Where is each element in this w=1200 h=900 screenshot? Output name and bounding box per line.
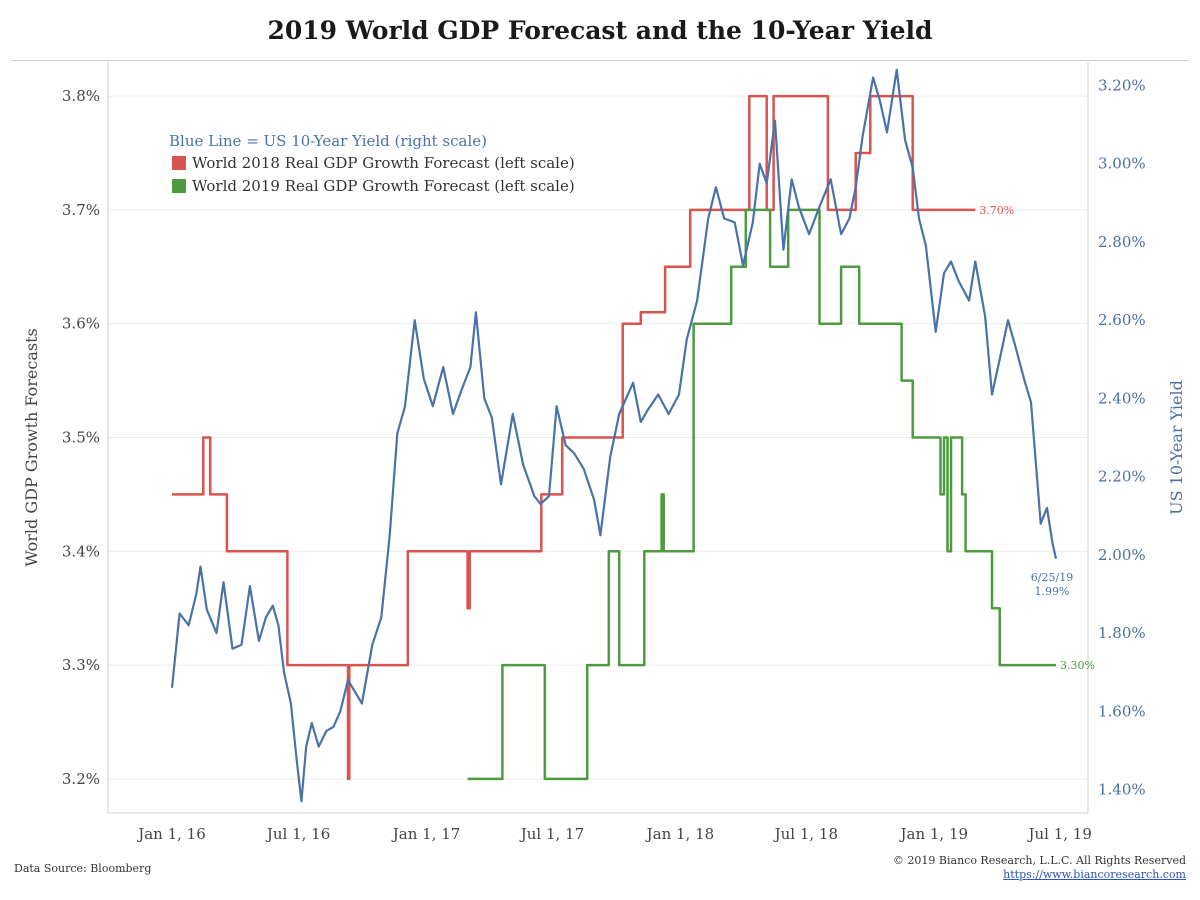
legend-entry: World 2019 Real GDP Growth Forecast (lef… — [192, 177, 575, 195]
end-label-value-yield10: 1.99% — [1035, 585, 1070, 598]
copyright-note: © 2019 Bianco Research, L.L.C. All Right… — [892, 854, 1186, 867]
series-lines — [170, 68, 1058, 803]
legend-note: Blue Line = US 10-Year Yield (right scal… — [169, 132, 487, 150]
x-tick-label: Jan 1, 19 — [899, 825, 969, 843]
end-label-gdp2018: 3.70% — [979, 204, 1014, 217]
title-divider — [12, 60, 1188, 61]
y-right-tick-label: 3.00% — [1098, 155, 1146, 173]
x-tick-label: Jul 1, 18 — [773, 825, 838, 843]
legend: Blue Line = US 10-Year Yield (right scal… — [169, 132, 575, 195]
y-left-tick-label: 3.4% — [62, 542, 100, 560]
y-left-tick-label: 3.8% — [62, 87, 100, 105]
series-line-gdp2018 — [172, 94, 976, 781]
y-right-tick-label: 1.80% — [1098, 624, 1146, 642]
end-label-gdp2019: 3.30% — [1060, 659, 1095, 672]
y-right-tick-label: 2.40% — [1098, 389, 1146, 407]
series-line-yield10 — [170, 68, 1058, 803]
y-right-tick-label: 1.40% — [1098, 781, 1146, 799]
x-tick-label: Jul 1, 16 — [265, 825, 330, 843]
x-tick-label: Jul 1, 19 — [1026, 825, 1091, 843]
y-right-tick-label: 1.60% — [1098, 702, 1146, 720]
x-tick-label: Jul 1, 17 — [519, 825, 584, 843]
legend-swatch — [172, 179, 186, 193]
data-source-note: Data Source: Bloomberg — [14, 862, 152, 875]
x-tick-label: Jan 1, 16 — [136, 825, 206, 843]
y-right-tick-label: 2.60% — [1098, 311, 1146, 329]
series-line-gdp2019 — [467, 208, 1056, 781]
y-left-tick-label: 3.6% — [62, 315, 100, 333]
legend-entry: World 2018 Real GDP Growth Forecast (lef… — [192, 154, 575, 172]
y-left-tick-label: 3.5% — [62, 429, 100, 447]
y-right-tick-label: 3.20% — [1098, 76, 1146, 94]
end-label-date-yield10: 6/25/19 — [1031, 571, 1073, 584]
y-right-tick-label: 2.80% — [1098, 233, 1146, 251]
y-left-tick-label: 3.3% — [62, 656, 100, 674]
legend-swatch — [172, 156, 186, 170]
y-left-tick-label: 3.7% — [62, 201, 100, 219]
website-link[interactable]: https://www.biancoresearch.com — [1003, 868, 1186, 881]
axes — [107, 62, 1089, 814]
y-left-axis-title: World GDP Growth Forecasts — [22, 328, 41, 566]
y-left-tick-label: 3.2% — [62, 770, 100, 788]
y-right-tick-label: 2.20% — [1098, 468, 1146, 486]
x-tick-label: Jan 1, 18 — [645, 825, 715, 843]
chart-title: 2019 World GDP Forecast and the 10-Year … — [267, 16, 933, 45]
y-right-tick-label: 2.00% — [1098, 546, 1146, 564]
x-tick-label: Jan 1, 17 — [391, 825, 461, 843]
tick-labels: 3.2% 3.3% 3.4% 3.5% 3.6% 3.7% 3.8% 1.40% 1.60% 1.… — [22, 76, 1186, 843]
y-right-axis-title: US 10-Year Yield — [1167, 380, 1186, 515]
